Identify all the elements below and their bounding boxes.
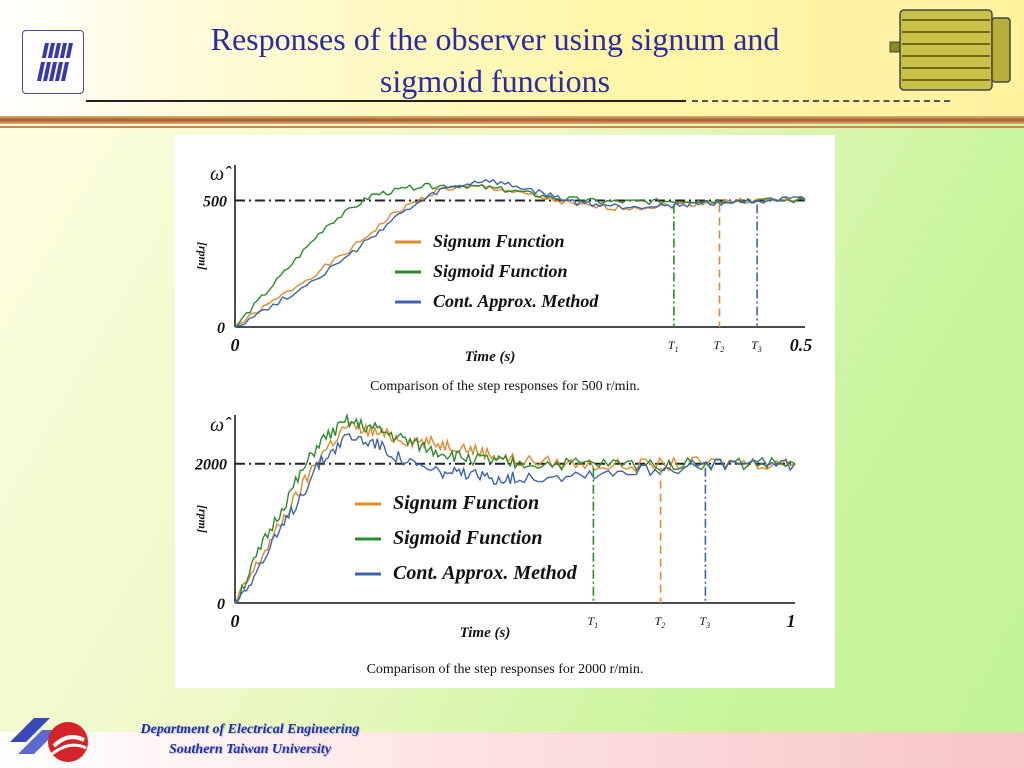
chart2-y-tick-0: 0 bbox=[217, 596, 225, 613]
chart1-legend-label-2: Sigmoid Function bbox=[433, 261, 568, 281]
footer-text: Department of Electrical Engineering Sou… bbox=[100, 720, 400, 760]
chart2-x-label: Time (s) bbox=[460, 625, 511, 641]
chart1-marker-label-subscript-2: 2 bbox=[720, 345, 724, 354]
chart2-legend-label-2: Sigmoid Function bbox=[393, 527, 543, 549]
chart2-y-tick-1: 2000 bbox=[194, 457, 227, 474]
footer-band bbox=[0, 732, 1024, 768]
chart2-x-tick-1: 1 bbox=[787, 611, 796, 631]
chart1-x-tick-0: 0 bbox=[231, 335, 240, 355]
figure-panel: T1 T2 T3 0 500 0 0.5 ω̂ [rpm] Time (s) Signum Func… bbox=[175, 135, 835, 688]
chart1-y-tick-0: 0 bbox=[217, 320, 225, 337]
chart2-marker-label-subscript-3: 3 bbox=[705, 621, 710, 630]
chart1-x-label: Time (s) bbox=[465, 349, 516, 365]
chart2-y-label: [rpm] bbox=[196, 505, 210, 533]
chart1-marker-label-1: T1 bbox=[668, 338, 679, 354]
chart1-caption: Comparison of the step responses for 500… bbox=[370, 379, 640, 394]
chart1-marker-label-subscript-1: 1 bbox=[675, 345, 679, 354]
header-band bbox=[0, 0, 1024, 118]
university-logo bbox=[22, 30, 84, 94]
header-divider bbox=[0, 116, 1024, 124]
slide-title: Responses of the observer using signum a… bbox=[110, 18, 880, 102]
chart1-series-line-3 bbox=[234, 178, 806, 328]
chart1-marker-label-2: T2 bbox=[714, 338, 725, 354]
chart2-legend-label-3: Cont. Approx. Method bbox=[393, 562, 578, 584]
title-underline bbox=[86, 100, 686, 102]
chart2-y-symbol: ω̂ bbox=[210, 414, 232, 436]
chart2-marker-label-3: T3 bbox=[699, 614, 710, 630]
chart1-marker-label-3: T3 bbox=[751, 338, 762, 354]
motor-icon bbox=[889, 9, 1011, 91]
chart1-marker-label-subscript-3: 3 bbox=[757, 345, 762, 354]
chart1-y-symbol: ω̂ bbox=[210, 163, 232, 185]
header-divider-thin bbox=[0, 126, 1024, 128]
chart2-caption: Comparison of the step responses for 200… bbox=[367, 662, 644, 677]
footer-university: Southern Taiwan University bbox=[168, 742, 332, 757]
chart2-marker-label-2: T2 bbox=[655, 614, 666, 630]
chart1-x-tick-1: 0.5 bbox=[790, 335, 813, 355]
chart1-legend-label-1: Signum Function bbox=[433, 231, 565, 251]
chart2-series-line-3 bbox=[235, 433, 796, 604]
chart2-marker-label-subscript-2: 2 bbox=[661, 621, 665, 630]
slide-title-line1: Responses of the observer using signum a… bbox=[210, 21, 780, 57]
chart2-legend-label-1: Signum Function bbox=[393, 492, 539, 514]
university-logo-icon bbox=[31, 43, 75, 81]
comparison-charts: T1 T2 T3 0 500 0 0.5 ω̂ [rpm] Time (s) Signum Func… bbox=[194, 163, 813, 677]
chart2-series-line-2 bbox=[234, 412, 796, 604]
chart2-marker-label-1: T1 bbox=[587, 614, 598, 630]
university-footer-logo bbox=[10, 718, 88, 762]
chart1-y-label: [rpm] bbox=[196, 242, 210, 270]
chart2-x-tick-0: 0 bbox=[231, 611, 240, 631]
title-dashed-rule bbox=[692, 100, 950, 102]
chart1-y-tick-1: 500 bbox=[203, 193, 227, 210]
slide-title-line2: sigmoid functions bbox=[379, 63, 611, 99]
chart1-legend-label-3: Cont. Approx. Method bbox=[433, 291, 599, 311]
chart2-marker-label-subscript-1: 1 bbox=[594, 621, 598, 630]
footer-department: Department of Electrical Engineering bbox=[140, 722, 360, 737]
